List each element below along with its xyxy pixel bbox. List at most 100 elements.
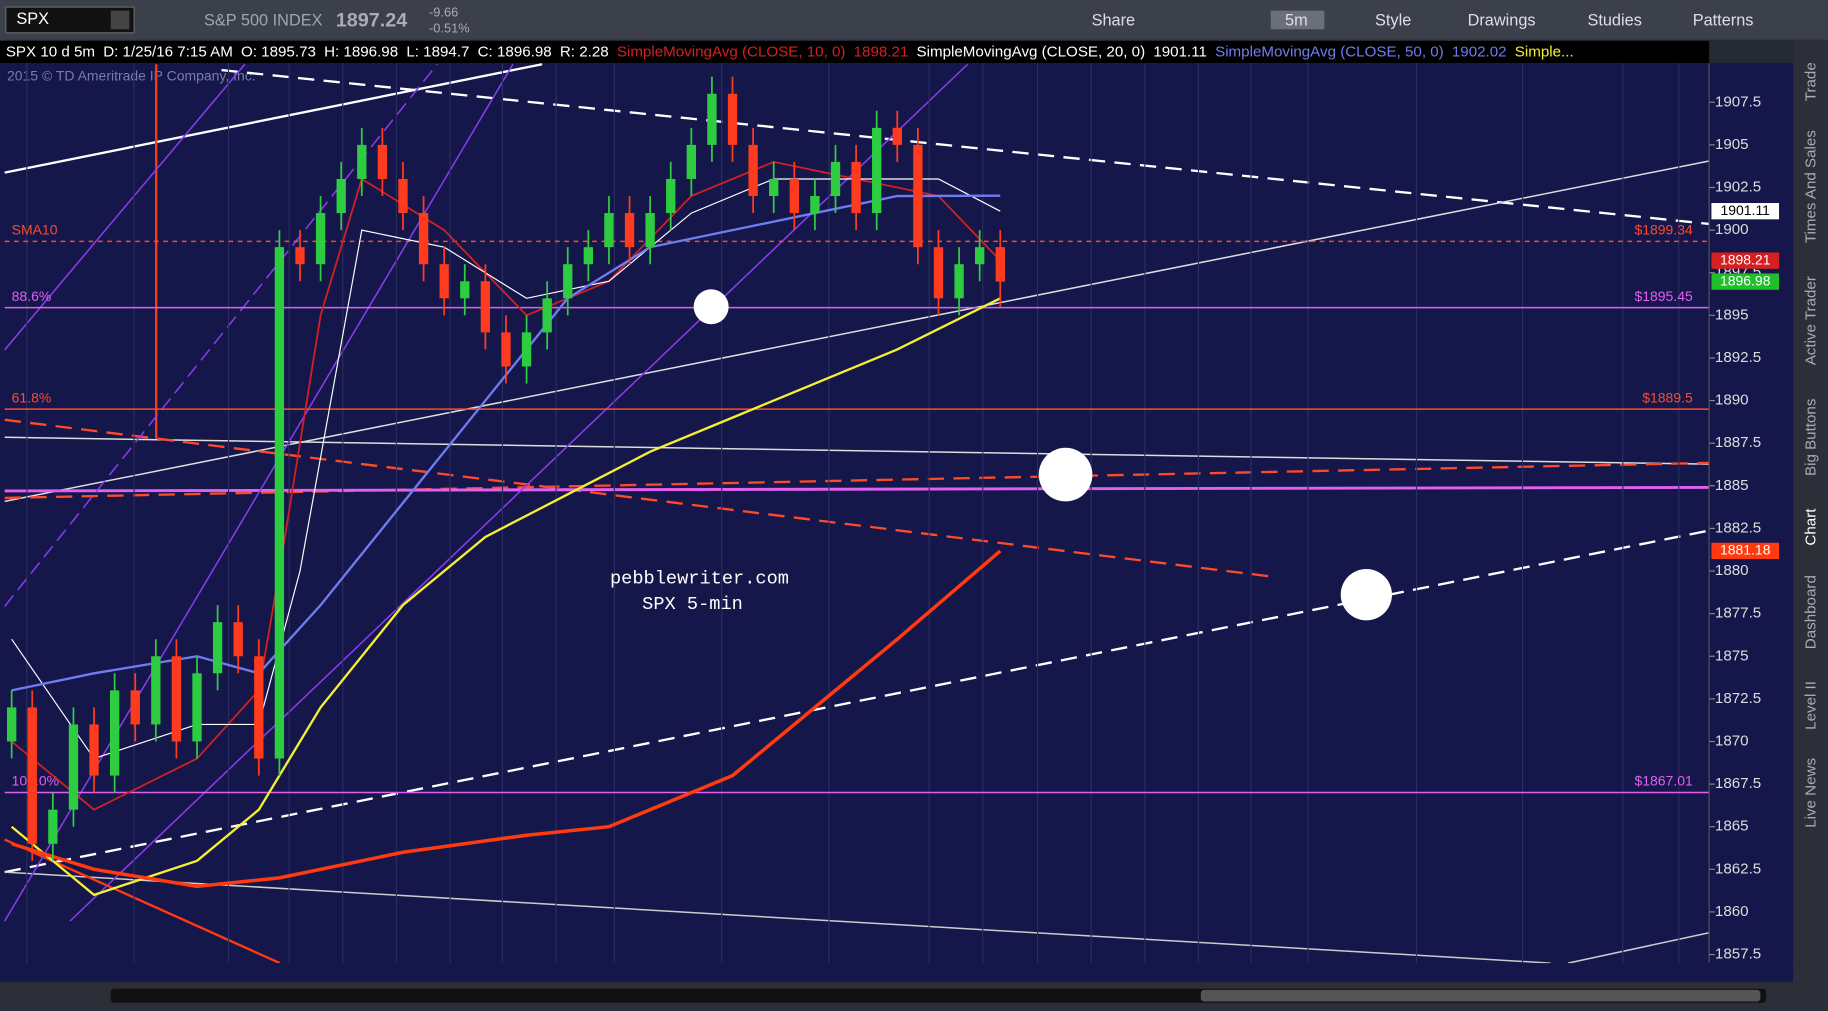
candle-body bbox=[769, 178, 779, 197]
y-tick-label: 1890 bbox=[1715, 392, 1749, 409]
candle-body bbox=[6, 707, 17, 742]
price-badge bbox=[1711, 542, 1780, 560]
candle-body bbox=[418, 213, 429, 265]
y-tick-label: 1877.5 bbox=[1715, 605, 1761, 622]
side-tab[interactable]: Live News bbox=[1803, 758, 1820, 828]
level-name: 88.6% bbox=[12, 288, 52, 304]
toolbar-button[interactable]: Share bbox=[1092, 11, 1136, 29]
candle-body bbox=[254, 656, 264, 759]
info-bar bbox=[0, 40, 1710, 64]
side-tabs: Trade Times And Sales Active Trader Big But… bbox=[1803, 62, 1820, 828]
symbol-dropdown[interactable] bbox=[110, 10, 130, 30]
price-badge-label: 1901.11 bbox=[1720, 202, 1770, 218]
candle-body bbox=[398, 178, 408, 214]
y-tick-label: 1907.5 bbox=[1715, 93, 1761, 110]
level-name: 61.8% bbox=[12, 389, 52, 405]
candle-body bbox=[954, 264, 964, 299]
info-text: L: 1894.7 bbox=[406, 44, 469, 61]
toolbar-button[interactable]: Patterns bbox=[1693, 11, 1754, 29]
toolbar-button[interactable]: Drawings bbox=[1468, 11, 1536, 29]
candle-body bbox=[666, 178, 676, 214]
candle-body bbox=[68, 724, 79, 810]
candle-body bbox=[810, 196, 820, 214]
candle-body bbox=[377, 144, 388, 179]
candle-body bbox=[460, 281, 470, 299]
trendline bbox=[4, 63, 543, 174]
info-text: H: 1896.98 bbox=[324, 44, 398, 61]
info-text: 1901.11 bbox=[1153, 44, 1207, 61]
candle-body bbox=[624, 213, 635, 248]
side-tab[interactable]: Times And Sales bbox=[1803, 130, 1820, 243]
side-tab[interactable]: Active Trader bbox=[1803, 276, 1820, 365]
marker-circle bbox=[693, 289, 729, 325]
side-tab[interactable]: Chart bbox=[1803, 508, 1820, 546]
info-text: SimpleMovingAvg (CLOSE, 50, 0) bbox=[1215, 44, 1444, 61]
info-text: C: 1896.98 bbox=[478, 44, 552, 61]
markers bbox=[693, 289, 1392, 621]
candle-body bbox=[480, 281, 491, 333]
candle-body bbox=[542, 298, 552, 333]
channel-line bbox=[4, 63, 246, 351]
toolbar-button[interactable]: 5m bbox=[1285, 11, 1308, 29]
candle-body bbox=[789, 178, 799, 214]
candle-body bbox=[212, 622, 223, 674]
price-badge bbox=[1711, 203, 1780, 220]
y-tick-label: 1905 bbox=[1715, 136, 1749, 153]
side-tab[interactable]: Trade bbox=[1803, 62, 1820, 101]
info-text: O: 1895.73 bbox=[241, 44, 316, 61]
candle-body bbox=[727, 93, 738, 145]
y-tick-label: 1870 bbox=[1715, 732, 1749, 749]
moving-average-line bbox=[11, 161, 1001, 811]
chart-area bbox=[0, 63, 1794, 964]
candle-body bbox=[872, 127, 882, 214]
trendline bbox=[4, 871, 1551, 964]
annotation: pebblewriter.com bbox=[610, 567, 789, 589]
marker-circle bbox=[1038, 447, 1093, 502]
toolbar-button[interactable]: Studies bbox=[1587, 11, 1641, 29]
info-text: R: 2.28 bbox=[560, 44, 609, 61]
candle-body bbox=[975, 247, 985, 265]
toolbar bbox=[0, 0, 1828, 40]
level-value-label: $1895.45 bbox=[1634, 288, 1692, 304]
y-tick-label: 1900 bbox=[1715, 221, 1749, 238]
candle-body bbox=[336, 178, 346, 214]
y-tick-label: 1860 bbox=[1715, 903, 1749, 920]
candle-body bbox=[27, 707, 37, 844]
level-value-label: $1899.34 bbox=[1634, 222, 1692, 238]
candle-body bbox=[583, 247, 594, 265]
symbol: SPX bbox=[16, 10, 49, 28]
level-name: SMA10 bbox=[12, 222, 58, 238]
trendline bbox=[4, 418, 1277, 579]
candle-body bbox=[171, 656, 182, 742]
info-text: SPX 10 d 5m bbox=[6, 44, 95, 61]
price-badge-label: 1898.21 bbox=[1720, 251, 1771, 267]
y-tick-label: 1857.5 bbox=[1715, 946, 1761, 963]
y-tick-label: 1895 bbox=[1715, 306, 1749, 323]
trendline bbox=[221, 68, 1710, 226]
candle-body bbox=[89, 724, 99, 776]
side-tab[interactable]: Dashboard bbox=[1803, 575, 1820, 649]
side-tab[interactable]: Big Buttons bbox=[1803, 398, 1820, 476]
y-tick-label: 1867.5 bbox=[1715, 775, 1761, 792]
candle-body bbox=[686, 144, 696, 179]
y-tick-label: 1872.5 bbox=[1715, 690, 1761, 707]
copyright: 2015 © TD Ameritrade IP Company, Inc. bbox=[7, 68, 256, 84]
side-tab[interactable]: Level II bbox=[1803, 681, 1820, 730]
candle-body bbox=[563, 264, 573, 299]
toolbar-button[interactable]: Style bbox=[1375, 11, 1411, 29]
candle-body bbox=[501, 332, 511, 367]
candle-body bbox=[748, 144, 758, 197]
moving-average-line bbox=[10, 297, 1001, 897]
scroll-thumb[interactable] bbox=[1200, 989, 1761, 1002]
candle-body bbox=[357, 144, 367, 179]
x-axis-area bbox=[0, 963, 1794, 982]
info-text: SimpleMovingAvg (CLOSE, 20, 0) bbox=[917, 44, 1146, 61]
info-text: 1898.21 bbox=[854, 44, 909, 61]
info-text: 1902.02 bbox=[1452, 44, 1507, 61]
candle-body bbox=[315, 213, 326, 265]
info-text: SimpleMovingAvg (CLOSE, 10, 0) bbox=[617, 44, 846, 61]
candle-body bbox=[851, 161, 861, 214]
y-tick-label: 1885 bbox=[1715, 477, 1749, 494]
y-tick-label: 1875 bbox=[1715, 647, 1749, 664]
